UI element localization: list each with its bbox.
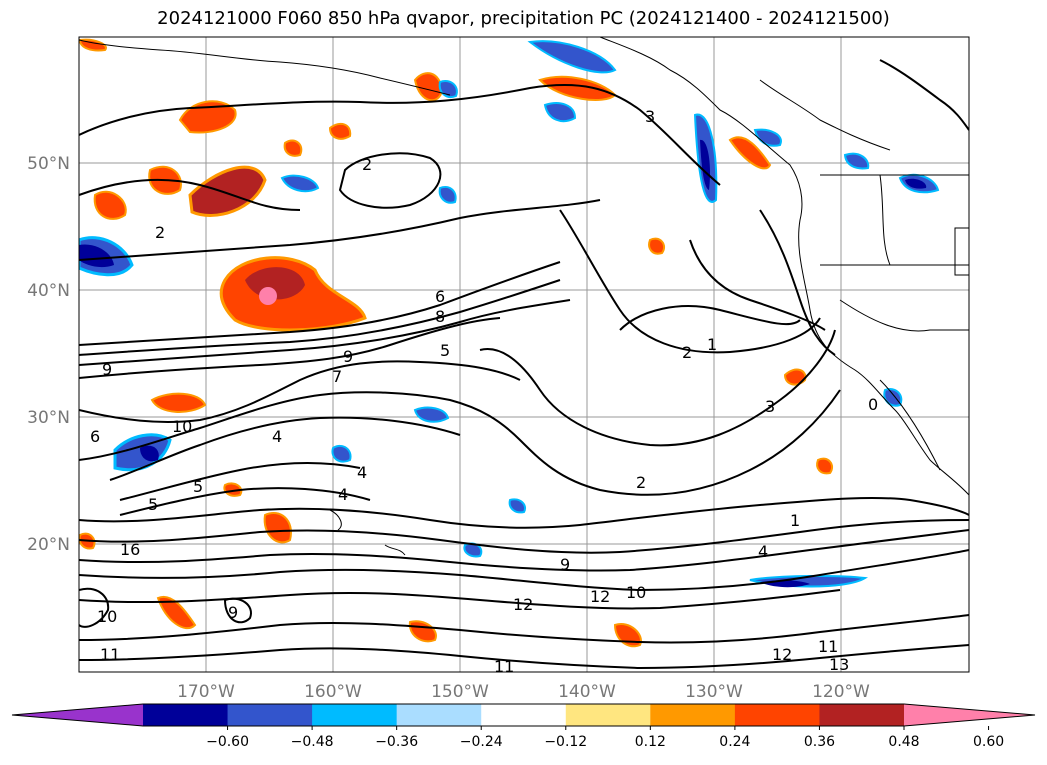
colorbar-segment: [312, 704, 398, 726]
colorbar-segment: [396, 704, 482, 726]
contour-label: 16: [120, 540, 140, 559]
contour-label: 3: [645, 107, 655, 126]
contour-label: 2: [682, 343, 692, 362]
longitude-labels: 170°W 160°W 150°W 140°W 130°W 120°W: [177, 682, 870, 702]
contour-label: 6: [90, 427, 100, 446]
colorbar-extend-left: [12, 704, 143, 726]
colorbar-segment: [565, 704, 651, 726]
colorbar-tick-label: −0.60: [206, 734, 249, 750]
map-title: 2024121000 F060 850 hPa qvapor, precipit…: [157, 8, 890, 29]
contour-label: 10: [626, 583, 646, 602]
contour-label: 13: [829, 655, 849, 674]
colorbar-segment: [734, 704, 820, 726]
lon-label: 150°W: [431, 682, 489, 702]
colorbar-tick-label: −0.24: [460, 734, 503, 750]
contour-label: 1: [790, 511, 800, 530]
contour-label: 10: [172, 417, 192, 436]
contour-label: 10: [97, 607, 117, 626]
contour-label: 1: [707, 335, 717, 354]
colorbar-tick-label: 0.24: [719, 734, 750, 750]
colorbar-segment: [143, 704, 229, 726]
contour-label: 8: [435, 307, 445, 326]
contour-label: 9: [102, 360, 112, 379]
contour-label: 9: [343, 347, 353, 366]
contour-label: 4: [357, 463, 367, 482]
contour-label: 7: [332, 367, 342, 386]
colorbar-tick-label: 0.60: [973, 734, 1004, 750]
colorbar-segment: [481, 704, 567, 726]
colorbar-tick-label: −0.36: [375, 734, 418, 750]
lat-label: 50°N: [27, 154, 70, 174]
contour-label: 12: [590, 587, 610, 606]
contour-label: 12: [513, 595, 533, 614]
lat-label: 40°N: [27, 281, 70, 301]
contour-label: 4: [758, 542, 768, 561]
lon-label: 170°W: [177, 682, 235, 702]
contour-label: 4: [338, 485, 348, 504]
contour-label: 5: [440, 341, 450, 360]
contour-label: 11: [494, 657, 514, 676]
contour-label: 4: [272, 427, 282, 446]
lon-label: 140°W: [558, 682, 616, 702]
latitude-labels: 50°N 40°N 30°N 20°N: [27, 154, 70, 555]
colorbar-extend-right: [904, 704, 1035, 726]
colorbar-ticks: −0.60 −0.48 −0.36 −0.24 −0.12 0.12 0.24 0.36 0.4…: [206, 726, 1004, 750]
contour-label: 5: [193, 477, 203, 496]
plot-frame: [78, 36, 970, 673]
colorbar-segments: [143, 704, 905, 726]
contour-label: 9: [228, 603, 238, 622]
contour-label: 12: [772, 645, 792, 664]
colorbar-tick-label: 0.48: [888, 734, 919, 750]
colorbar-tick-label: −0.12: [544, 734, 587, 750]
colorbar-segment: [650, 704, 736, 726]
contour-label: 11: [100, 645, 120, 664]
contour-labels: 2 2 3 6 8 9 9 7 5 2 1 3 0 10 4 4 4 6 5 5…: [90, 107, 878, 676]
precipitation-fills: [79, 38, 940, 648]
lat-label: 20°N: [27, 535, 70, 555]
colorbar: −0.60 −0.48 −0.36 −0.24 −0.12 0.12 0.24 0.36 0.4…: [11, 703, 1036, 750]
contour-label: 11: [818, 637, 838, 656]
contour-label: 5: [148, 495, 158, 514]
contour-label: 0: [868, 395, 878, 414]
contour-label: 6: [435, 287, 445, 306]
contour-lines: [79, 59, 969, 670]
lat-label: 30°N: [27, 408, 70, 428]
lon-label: 160°W: [304, 682, 362, 702]
colorbar-segment: [819, 704, 905, 726]
contour-label: 2: [362, 155, 372, 174]
contour-label: 2: [155, 223, 165, 242]
colorbar-tick-label: 0.36: [804, 734, 835, 750]
colorbar-tick-label: 0.12: [635, 734, 666, 750]
contour-label: 3: [765, 397, 775, 416]
contour-label: 9: [560, 555, 570, 574]
coastlines: [79, 37, 969, 556]
lon-label: 130°W: [685, 682, 743, 702]
colorbar-tick-label: −0.48: [291, 734, 334, 750]
contour-label: 2: [636, 473, 646, 492]
colorbar-segment: [227, 704, 313, 726]
lon-label: 120°W: [812, 682, 870, 702]
